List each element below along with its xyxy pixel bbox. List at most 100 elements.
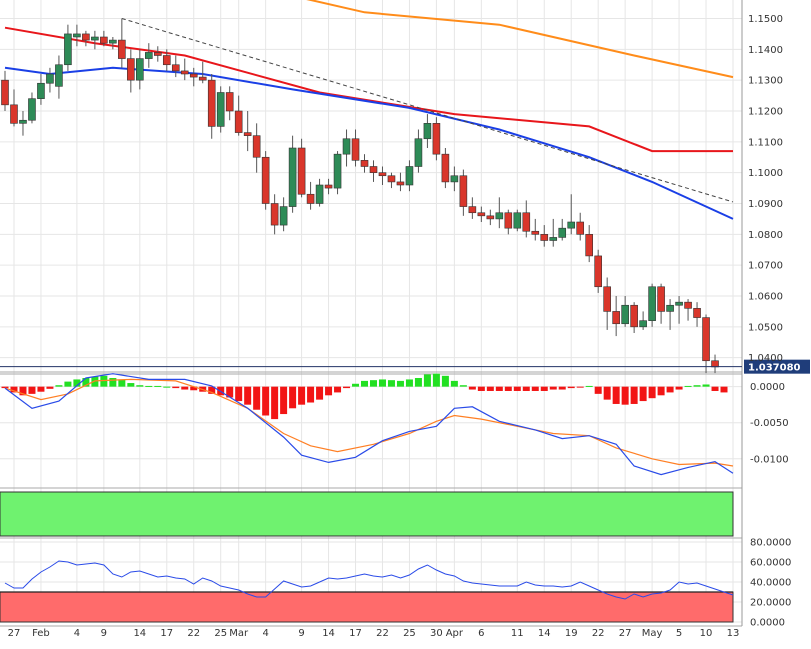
macd-histogram-bar xyxy=(396,380,404,387)
macd-histogram-bar xyxy=(684,385,692,387)
macd-tick-label: -0.0100 xyxy=(750,454,789,465)
macd-histogram-bar xyxy=(181,386,189,390)
macd-histogram-bar xyxy=(136,385,144,387)
macd-histogram-bar xyxy=(226,386,234,398)
candle-body xyxy=(324,184,333,189)
candle-body xyxy=(459,175,468,207)
rsi-oversold-zone xyxy=(0,591,734,623)
candle-body xyxy=(198,76,207,81)
candle-body xyxy=(486,215,495,220)
macd-signal-line xyxy=(4,378,734,467)
candle-body xyxy=(216,92,225,127)
x-tick-label: 6 xyxy=(478,628,484,639)
price-tick-label: 1.0900 xyxy=(748,199,783,210)
price-tick-label: 1.1300 xyxy=(748,76,783,87)
x-tick-label: Apr xyxy=(446,628,464,639)
rsi-panel xyxy=(0,560,734,623)
candle-body xyxy=(207,79,216,127)
macd-histogram-bar xyxy=(100,375,108,387)
rsi-tick-label: 40.0000 xyxy=(750,578,791,589)
candle-body xyxy=(513,212,522,229)
axes: 1.1500 1.1400 1.1300 1.1200 1.1100 1.1000 1.09… xyxy=(8,14,792,639)
candle-body xyxy=(576,221,585,235)
candle-body xyxy=(603,286,611,312)
macd-histogram-bar xyxy=(720,386,728,393)
x-tick-label: 27 xyxy=(8,628,21,639)
rsi-tick-label: 80.0000 xyxy=(750,538,791,549)
candle-body xyxy=(540,234,549,241)
macd-histogram-bar xyxy=(675,386,683,390)
macd-histogram-bar xyxy=(46,386,54,389)
x-tick-label: 14 xyxy=(322,628,335,639)
x-tick-label: 30 xyxy=(430,628,443,639)
x-tick-label: 13 xyxy=(727,628,740,639)
macd-histogram-bar xyxy=(585,385,593,387)
candle-body xyxy=(675,301,683,306)
candle-body xyxy=(306,193,315,204)
candle-body xyxy=(189,73,198,78)
candle-body xyxy=(118,39,126,59)
x-tick-label: 11 xyxy=(511,628,524,639)
macd-histogram-bar xyxy=(405,379,413,387)
macd-histogram-bar xyxy=(316,386,324,400)
candle-body xyxy=(252,135,261,158)
candle-body xyxy=(666,304,674,312)
candle-body xyxy=(549,237,558,241)
x-tick-label: 14 xyxy=(133,628,146,639)
macd-histogram-bar xyxy=(289,386,297,409)
candle-body xyxy=(109,39,117,44)
candle-body xyxy=(585,234,593,257)
current-price-tag xyxy=(744,359,810,374)
x-tick-label: 17 xyxy=(349,628,362,639)
price-tick-label: 1.1100 xyxy=(748,137,783,148)
macd-histogram-bar xyxy=(711,386,719,391)
green-band xyxy=(0,491,734,537)
candle-body xyxy=(288,147,297,207)
x-tick-label: 22 xyxy=(376,628,389,639)
x-tick-label: May xyxy=(642,628,663,639)
price-tick-label: 1.1500 xyxy=(748,14,783,25)
candle-body xyxy=(297,147,306,195)
x-tick-label: 5 xyxy=(676,628,682,639)
candle-body xyxy=(234,110,243,133)
x-tick-label: 14 xyxy=(538,628,551,639)
x-tick-label: 10 xyxy=(700,628,713,639)
macd-histogram-bar xyxy=(630,386,638,404)
macd-histogram-bar xyxy=(549,386,557,390)
macd-histogram-bar xyxy=(127,383,135,387)
candle-body xyxy=(162,55,171,66)
candle-body xyxy=(279,206,288,226)
macd-histogram-bar xyxy=(495,386,503,391)
candle-body xyxy=(396,181,405,186)
macd-histogram-bar xyxy=(154,385,162,387)
rsi-tick-label: 0.0000 xyxy=(750,618,785,629)
macd-histogram-bar xyxy=(1,386,9,389)
candle-body xyxy=(270,203,279,226)
macd-histogram-bar xyxy=(540,386,548,391)
x-tick-label: Mar xyxy=(229,628,249,639)
candle-body xyxy=(351,138,360,161)
candle-body xyxy=(333,153,342,189)
macd-histogram-bar xyxy=(91,376,99,387)
candle-body xyxy=(171,64,180,72)
macd-histogram-bar xyxy=(361,380,369,387)
rsi-line xyxy=(4,560,734,600)
macd-histogram-bar xyxy=(10,386,18,393)
macd-histogram-bar xyxy=(594,386,602,394)
candle-body xyxy=(73,33,81,38)
macd-histogram-bar xyxy=(558,386,566,390)
price-panel: 1.037080 xyxy=(0,0,810,374)
x-tick-label: Feb xyxy=(32,628,50,639)
candle-body xyxy=(432,123,441,155)
macd-histogram-bar xyxy=(576,386,584,388)
macd-histogram-bar xyxy=(208,386,216,394)
x-tick-label: 25 xyxy=(214,628,227,639)
macd-histogram-bar xyxy=(621,386,629,405)
macd-histogram-bar xyxy=(64,381,72,387)
macd-histogram-bar xyxy=(37,386,45,392)
candle-body xyxy=(558,227,567,238)
candle-body xyxy=(441,153,450,183)
macd-histogram-bar xyxy=(73,379,81,387)
macd-histogram-bar xyxy=(280,386,288,415)
